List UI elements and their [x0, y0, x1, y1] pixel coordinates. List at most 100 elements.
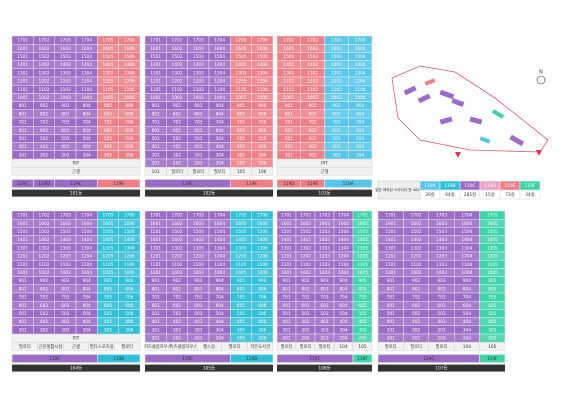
unit-label: 1104 [338, 262, 349, 268]
unit-label: 302 [301, 327, 309, 333]
unit-label: 406 [125, 144, 133, 150]
unit-label: 1101 [385, 262, 396, 268]
unit-label: 801 [285, 111, 293, 117]
unit-label: 1301 [17, 245, 28, 251]
unit-label: 1403 [331, 62, 342, 68]
unit-label: 905 [104, 103, 112, 109]
unit-label: 1302 [307, 70, 318, 76]
unit-label: 1201 [150, 254, 161, 260]
unit-label: 202 [412, 336, 420, 342]
unit-label: 1205 [236, 254, 247, 260]
unit-label: 1001 [17, 270, 28, 276]
unit-label: 1606 [124, 46, 135, 52]
unit-label: 1204 [214, 79, 225, 85]
unit-label: 505 [488, 311, 496, 317]
unit-label: 506 [258, 311, 266, 317]
unit-label: 1402 [411, 237, 422, 243]
unit-label: 1001 [281, 270, 292, 276]
unit-label: 1602 [172, 46, 183, 52]
unit-label: 1602 [39, 46, 50, 52]
type-cell [97, 354, 141, 363]
unit-label: 1106 [124, 87, 135, 93]
unit-label: 601 [152, 303, 160, 309]
unit-label: 1201 [17, 79, 28, 85]
unit-label: 1002 [411, 270, 422, 276]
unit-label: 1602 [307, 46, 318, 52]
unit-label: 1203 [193, 79, 204, 85]
unit-label: 401 [387, 319, 395, 325]
unit-label: 701 [152, 120, 160, 126]
unit-label: 1202 [172, 254, 183, 260]
unit-label: 1306 [124, 70, 135, 76]
unit-label: 1603 [60, 46, 71, 52]
facility-label: 105 [358, 344, 366, 350]
unit-label: 304 [83, 152, 91, 158]
facility-label: 필로티 [19, 343, 31, 350]
block-title-bar [145, 189, 273, 197]
unit-label: 805 [104, 111, 112, 117]
type-cell [97, 179, 141, 188]
unit-label: 602 [412, 303, 420, 309]
unit-label: 302 [309, 152, 317, 158]
unit-label: 1303 [193, 245, 204, 251]
unit-label: 1402 [172, 62, 183, 68]
unit-label: 304 [216, 327, 224, 333]
type-label: 119D [38, 181, 50, 187]
unit-label: 1604 [81, 221, 92, 227]
unit-label: 203 [437, 336, 445, 342]
unit-label: 1004 [461, 270, 472, 276]
unit-label: 1001 [283, 95, 294, 101]
unit-label: 1301 [150, 70, 161, 76]
unit-label: 405 [488, 319, 496, 325]
unit-label: 802 [309, 111, 317, 117]
unit-label: 1101 [150, 87, 161, 93]
unit-label: 302 [412, 327, 420, 333]
unit-label: 1404 [214, 62, 225, 68]
unit-label: 1704 [214, 38, 225, 44]
unit-label: 1601 [385, 221, 396, 227]
facility-label: 필로티 [192, 168, 204, 175]
unit-label: 1502 [300, 229, 311, 235]
unit-label: 201 [282, 336, 290, 342]
unit-label: 504 [339, 311, 347, 317]
type-label: 119E [113, 181, 124, 187]
unit-label: 406 [125, 319, 133, 325]
unit-label: 605 [237, 128, 245, 134]
unit-label: 1503 [60, 54, 71, 60]
unit-label: 1704 [461, 213, 472, 219]
unit-label: 1501 [283, 54, 294, 60]
type-label: 119C [17, 181, 28, 187]
unit-label: 301 [387, 327, 395, 333]
unit-label: 705 [104, 120, 112, 126]
unit-label: 701 [152, 295, 160, 301]
unit-label: 902 [301, 278, 309, 284]
unit-label: 403 [437, 319, 445, 325]
unit-label: 603 [320, 303, 328, 309]
unit-label: 1201 [150, 79, 161, 85]
unit-label: 803 [332, 111, 340, 117]
unit-label: 901 [282, 278, 290, 284]
block-title: 103동 [318, 191, 330, 197]
unit-label: 505 [104, 136, 112, 142]
unit-label: 1102 [172, 262, 183, 268]
unit-label: 1004 [81, 95, 92, 101]
unit-label: 701 [282, 295, 290, 301]
unit-label: 1301 [385, 245, 396, 251]
unit-label: 1705 [487, 213, 498, 219]
unit-label: 1401 [281, 237, 292, 243]
unit-label: 305 [237, 327, 245, 333]
legend-count: 30실 [425, 191, 434, 198]
type-cell [352, 354, 373, 363]
unit-label: 1203 [60, 254, 71, 260]
unit-label: 301 [285, 152, 293, 158]
unit-label: 1402 [307, 62, 318, 68]
unit-label: 902 [173, 103, 181, 109]
unit-label: 1502 [172, 54, 183, 60]
unit-label: 1604 [214, 46, 225, 52]
unit-label: 205 [237, 336, 245, 342]
block-title-bar [277, 364, 372, 372]
unit-label: 903 [320, 278, 328, 284]
unit-label: 901 [387, 278, 395, 284]
unit-label: 502 [40, 136, 48, 142]
buildings [403, 85, 525, 147]
